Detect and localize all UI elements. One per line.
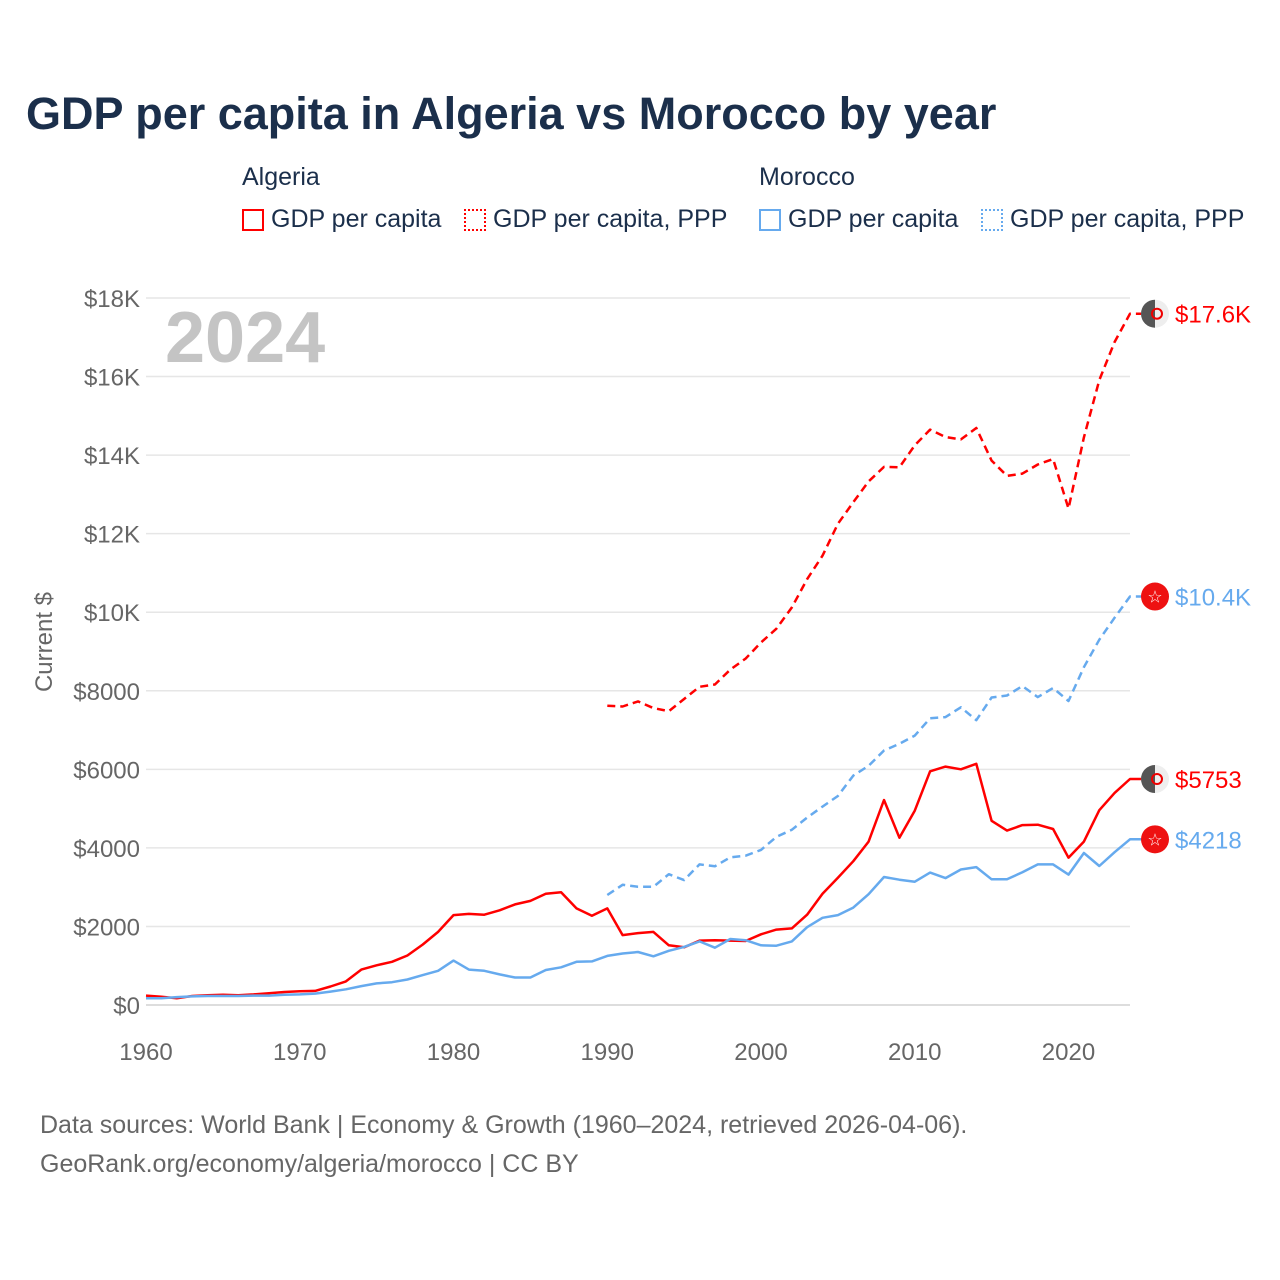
series-line-morocco-ppp: [606, 595, 1142, 897]
algeria-flag-green-half: [1141, 299, 1155, 328]
x-tick-label: 2000: [734, 1039, 787, 1066]
y-tick-label: $18K: [84, 286, 140, 313]
legend-item-algeria-ppp[interactable]: GDP per capita, PPP: [464, 205, 727, 234]
crescent-icon: [1151, 307, 1163, 320]
dotted-swatch-icon: [464, 208, 486, 231]
solid-swatch-icon: [242, 208, 264, 231]
series-line-morocco-gdp: [146, 838, 1142, 1000]
morocco-flag-icon: [1141, 825, 1169, 854]
morocco-flag-icon: [1141, 582, 1169, 611]
end-value-label: $10.4K: [1175, 585, 1251, 612]
legend-label: GDP per capita: [271, 205, 442, 233]
chart-title: GDP per capita in Algeria vs Morocco by …: [26, 88, 997, 139]
end-value-label: $4218: [1175, 827, 1242, 854]
year-watermark: 2024: [165, 298, 325, 378]
source-note: Data sources: World Bank | Economy & Gro…: [40, 1106, 967, 1184]
y-tick-label: $10K: [84, 600, 140, 627]
y-tick-label: $2000: [73, 914, 140, 941]
algeria-flag-green-half: [1141, 765, 1155, 794]
end-value-label: $17.6K: [1175, 302, 1251, 329]
y-tick-label: $12K: [84, 522, 140, 549]
legend-label: GDP per capita, PPP: [1010, 205, 1245, 233]
legend-label: GDP per capita, PPP: [493, 205, 728, 233]
series-line-algeria-gdp: [145, 762, 1142, 1000]
y-tick-label: $8000: [73, 679, 140, 706]
end-value-label: $5753: [1175, 767, 1242, 794]
y-tick-label: $6000: [73, 757, 140, 784]
x-tick-label: 1990: [581, 1039, 634, 1066]
y-tick-label: $0: [113, 993, 140, 1020]
y-tick-label: $14K: [84, 443, 140, 470]
series-line-algeria-ppp: [607, 312, 1142, 713]
source-line-2[interactable]: GeoRank.org/economy/algeria/morocco | CC…: [40, 1150, 579, 1178]
x-tick-label: 2020: [1042, 1039, 1095, 1066]
x-tick-label: 1970: [273, 1039, 326, 1066]
dotted-swatch-icon: [981, 208, 1003, 231]
source-line-1: Data sources: World Bank | Economy & Gro…: [40, 1111, 968, 1139]
legend-item-algeria-gdp[interactable]: GDP per capita: [242, 205, 441, 234]
solid-swatch-icon: [759, 208, 781, 231]
crescent-icon: [1151, 773, 1163, 786]
x-tick-label: 1980: [427, 1039, 480, 1066]
legend-label: GDP per capita: [788, 205, 959, 233]
x-tick-label: 2010: [888, 1039, 941, 1066]
y-tick-label: $16K: [84, 365, 140, 392]
legend-group-morocco: Morocco: [759, 163, 855, 191]
legend-item-morocco-ppp[interactable]: GDP per capita, PPP: [981, 205, 1244, 234]
y-tick-label: $4000: [73, 836, 140, 863]
star-icon: ☆: [1147, 830, 1162, 850]
star-icon: ☆: [1147, 588, 1162, 608]
y-axis-label: Current $: [31, 592, 58, 692]
x-tick-label: 1960: [119, 1039, 172, 1066]
legend-item-morocco-gdp[interactable]: GDP per capita: [759, 205, 958, 234]
legend-group-algeria: Algeria: [242, 163, 320, 191]
